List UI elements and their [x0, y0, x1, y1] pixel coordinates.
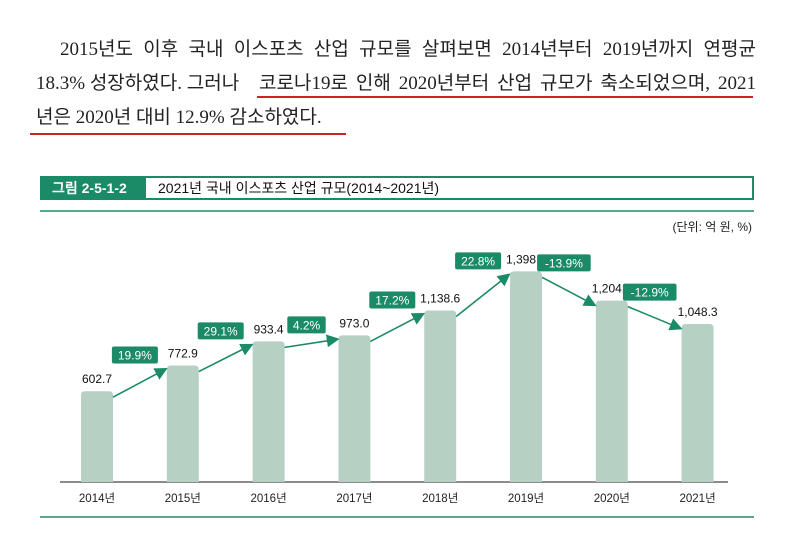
bar: [81, 391, 113, 482]
bar: [252, 341, 285, 482]
growth-arrow: [198, 343, 254, 373]
value-label: 1,138.6: [420, 291, 460, 305]
growth-label: 4.2%: [293, 318, 321, 332]
growth-label: -13.9%: [545, 256, 583, 270]
growth-badge: [111, 346, 158, 364]
value-label: 1,204.1: [592, 282, 632, 296]
growth-arrow: [455, 273, 511, 318]
paragraph-line-1: 2015년도 이후 국내 이스포츠 산업 규모를 살펴보면 2014년부터 20…: [60, 34, 756, 61]
growth-label: -12.9%: [631, 286, 669, 300]
unit-label: (단위: 억 원, %): [672, 220, 753, 234]
value-label: 933.4: [254, 322, 284, 336]
figure-top-rule: [40, 210, 754, 212]
paragraph-line-2b: 코로나19로 인해 2020년부터 산업 규모가 축소되었으며, 2021: [259, 68, 756, 95]
growth-arrow: [370, 312, 426, 343]
figure-bottom-rule: [40, 516, 754, 518]
value-label: 1,048.3: [678, 305, 718, 319]
paragraph-line-1-text: 2015년도 이후 국내 이스포츠 산업 규모를 살펴보면 2014년부터 20…: [60, 39, 756, 60]
bar: [338, 335, 371, 482]
growth-label: 17.2%: [375, 293, 409, 307]
bar: [424, 310, 457, 482]
paragraph-line-3: 년은 2020년 대비 12.9% 감소하였다.: [36, 107, 322, 128]
figure-header: 그림 2-5-1-2 2021년 국내 이스포츠 산업 규모(2014~2021…: [40, 176, 754, 200]
growth-label: 19.9%: [118, 349, 152, 363]
growth-arrow: [284, 334, 340, 349]
growth-badge: [369, 291, 416, 309]
growth-arrow: [112, 368, 168, 398]
x-tick-label: 2016년: [251, 492, 287, 505]
x-tick-label: 2019년: [508, 492, 544, 505]
growth-badge: [622, 283, 677, 301]
x-tick-label: 2021년: [680, 492, 716, 505]
value-label: 1,398.3: [506, 252, 546, 266]
bar: [595, 300, 628, 482]
x-tick-label: 2018년: [422, 492, 458, 505]
underline-line-2: [257, 96, 753, 98]
growth-badge: [455, 252, 502, 270]
bar: [166, 365, 199, 482]
paragraph-line-2b-text: 코로나19로 인해 2020년부터 산업 규모가 축소되었으며, 2021: [259, 73, 756, 94]
growth-badge: [287, 316, 326, 334]
growth-label: 29.1%: [204, 324, 238, 338]
growth-badge: [537, 254, 591, 272]
underline-line-3: [30, 133, 346, 135]
bar: [681, 324, 714, 482]
growth-badge: [197, 322, 244, 340]
x-tick-label: 2015년: [165, 492, 201, 505]
x-tick-label: 2020년: [594, 492, 630, 505]
bar: [510, 271, 542, 482]
figure-number: 그림 2-5-1-2: [42, 178, 146, 198]
figure-title: 2021년 국내 이스포츠 산업 규모(2014~2021년): [158, 180, 440, 196]
x-tick-label: 2014년: [79, 492, 115, 505]
paragraph-line-2a: 18.3% 성장하였다. 그러나: [36, 73, 240, 94]
x-tick-label: 2017년: [336, 492, 372, 505]
growth-arrow: [541, 276, 597, 307]
growth-label: 22.8%: [461, 254, 495, 268]
growth-arrow: [627, 305, 683, 331]
value-label: 772.9: [168, 347, 198, 361]
value-label: 602.7: [82, 372, 112, 386]
value-label: 973.0: [339, 316, 369, 330]
